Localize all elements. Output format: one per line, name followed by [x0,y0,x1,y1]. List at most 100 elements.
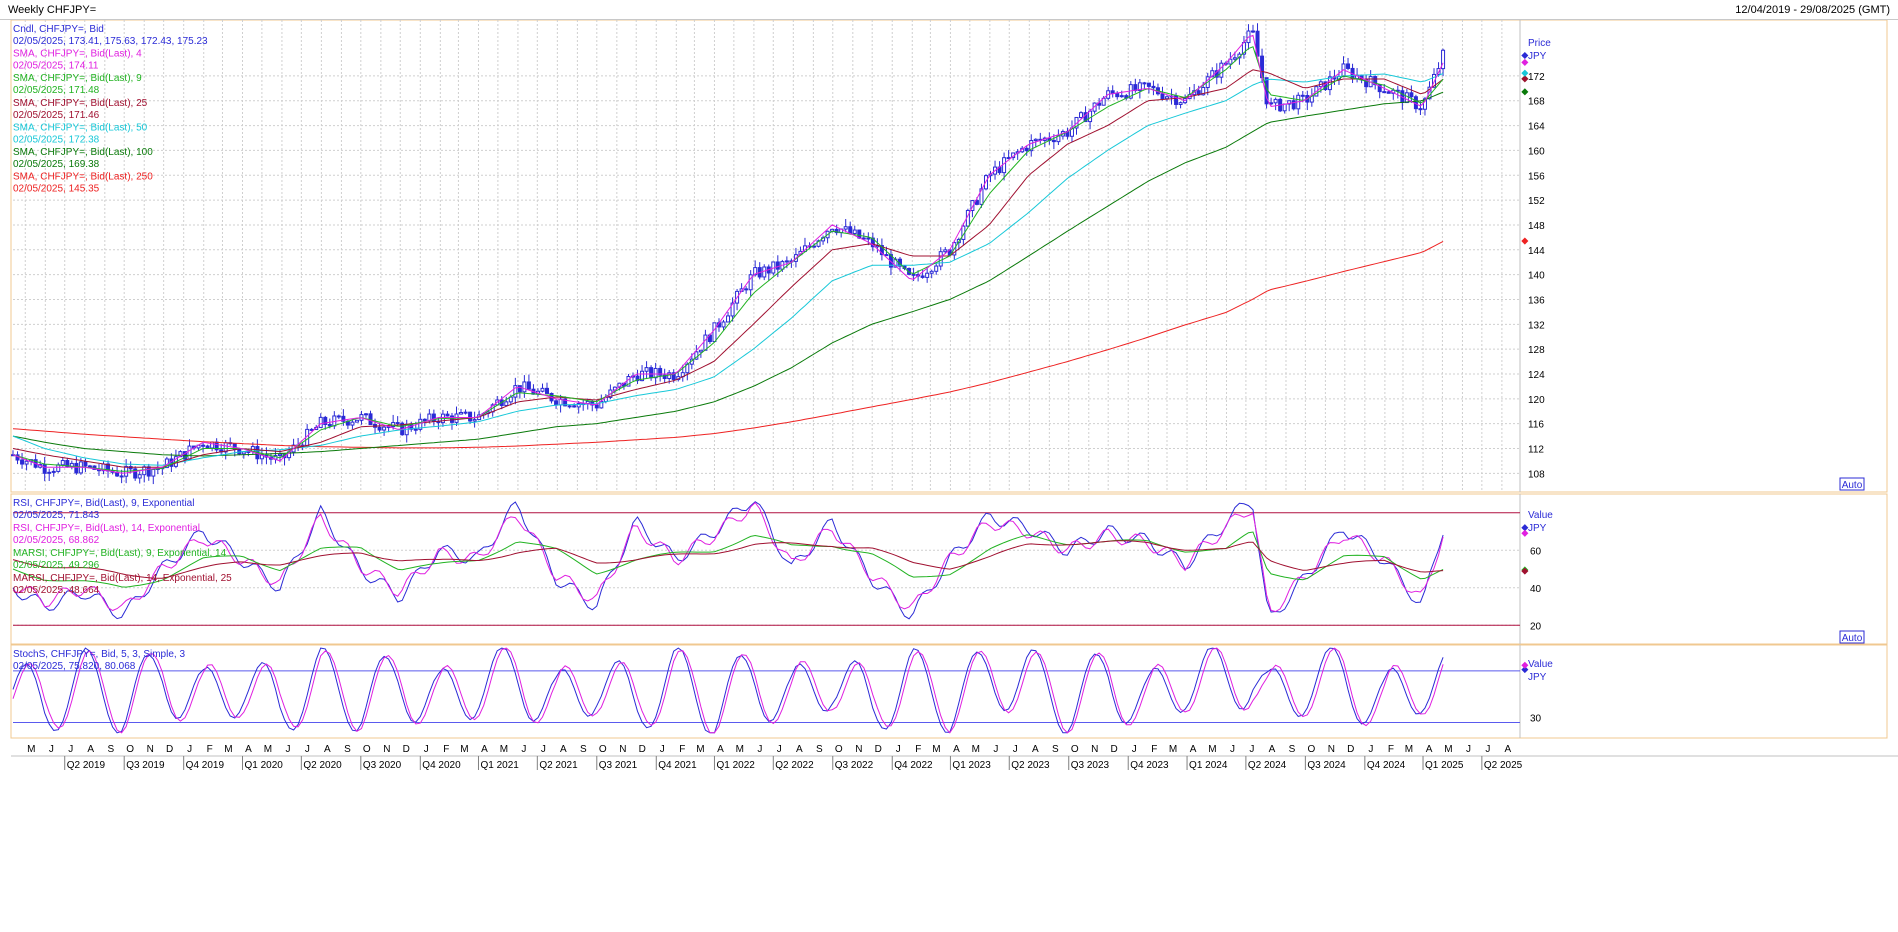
candle-body [472,419,477,422]
month-label: S [580,744,587,755]
rsi-legend-value: 02/05/2025, 49.296 [13,560,100,571]
auto-button-label: Auto [1842,480,1863,491]
month-label: J [1230,744,1235,755]
candle-body [775,261,780,270]
month-label: M [1444,744,1452,755]
quarter-label: Q3 2021 [599,760,638,771]
candle-body [205,445,210,449]
candle-body [698,349,703,353]
month-label: A [560,744,567,755]
window-title: Weekly CHFJPY= [8,4,97,16]
quarter-label: Q1 2022 [716,760,755,771]
price-legend-value: 02/05/2025, 173.41, 175.63, 172.43, 175.… [13,36,208,47]
candle-body [1382,91,1387,94]
candle-body [1282,103,1287,112]
candle-body [974,200,979,205]
rsi-auto-button[interactable] [1839,630,1865,644]
chart-canvas[interactable]: 108 112 116 120 124 128 132 136 140 144 148 152 156 1… [0,20,1898,932]
candle-body [459,412,464,415]
month-label: M [736,744,744,755]
price-tick-label: 120 [1528,395,1545,406]
month-label: D [1111,744,1118,755]
candle-body [1432,73,1437,88]
rsi-panel: 20 40 60 Value JPY Auto RSI, CHFJPY=, Bid(Last… [10,493,1888,645]
month-label: A [87,744,94,755]
sma4-line [12,34,1444,474]
candle-body [1160,93,1165,100]
month-label: D [166,744,173,755]
price-tick-label: 152 [1528,196,1545,207]
stoch-tick-label: 30 [1530,713,1542,724]
price-axis-unit: JPY [1528,51,1547,62]
rsi-series-line [12,540,1444,579]
rsi-legend-name: MARSI, CHFJPY=, Bid(Last), 9, Exponentia… [13,548,227,559]
candle-body [1418,108,1423,111]
candle-body [278,453,283,457]
candle-body [1137,82,1142,92]
rsi-axis-title: Value [1528,510,1553,521]
price-tick-label: 128 [1528,345,1545,356]
candle-body [1404,92,1409,104]
price-tick-label: 172 [1528,72,1545,83]
rsi-tick-label: 40 [1530,584,1542,595]
rsi-auto-button-label: Auto [1842,633,1863,644]
candle-body [1178,102,1183,105]
auto-button[interactable] [1839,477,1865,491]
candle-body [934,265,939,272]
quarter-label: Q4 2020 [422,760,461,771]
rsi-legend-name: RSI, CHFJPY=, Bid(Last), 9, Exponential [13,498,194,509]
month-label: J [896,744,901,755]
month-label: J [424,744,429,755]
date-range: 12/04/2019 - 29/08/2025 (GMT) [1735,4,1890,16]
quarter-label: Q4 2024 [1367,760,1406,771]
quarter-label: Q4 2019 [186,760,225,771]
candle-body [540,387,545,392]
candle-body [51,470,56,473]
month-label: D [403,744,410,755]
month-label: J [68,744,73,755]
stoch-marker [1521,661,1529,669]
month-label: J [1368,744,1373,755]
candle-body [1291,100,1296,110]
price-tick-label: 112 [1528,445,1544,456]
sma100-line [12,91,1444,457]
title-bar: Weekly CHFJPY= 12/04/2019 - 29/08/2025 (… [0,0,1898,20]
month-label: O [126,744,134,755]
month-label: A [1190,744,1197,755]
month-label: M [932,744,940,755]
candle-body [649,367,654,379]
rsi-axis-unit: JPY [1528,523,1547,534]
candle-body [1409,92,1414,98]
candle-body [449,415,454,423]
candle-body [712,322,717,343]
rsi-tick-label: 20 [1530,621,1542,632]
candle-body [1024,147,1029,152]
candle-body [1033,138,1038,142]
month-label: F [207,744,213,755]
candle-body [128,466,133,470]
candle-body [843,226,848,230]
price-legend-value: 02/05/2025, 171.48 [13,85,100,96]
month-label: A [796,744,803,755]
month-label: J [777,744,782,755]
candle-body [1083,112,1088,123]
month-label: O [835,744,843,755]
candle-body [42,464,47,474]
month-label: M [1169,744,1177,755]
quarter-label: Q3 2020 [363,760,402,771]
candle-body [726,315,731,323]
candle-body [640,370,645,382]
stoch-legend-name: StochS, CHFJPY=, Bid, 5, 3, Simple, 3 [13,649,185,660]
candle-body [848,226,853,234]
price-legend-value: 02/05/2025, 172.38 [13,134,100,145]
month-label: F [915,744,921,755]
month-label: N [855,744,862,755]
quarter-label: Q1 2021 [480,760,519,771]
candle-body [567,405,572,408]
month-label: N [1091,744,1098,755]
price-legend-name: Cndl, CHFJPY=, Bid [13,24,104,35]
month-label: J [660,744,665,755]
month-label: J [1249,744,1254,755]
price-legend-value: 02/05/2025, 171.46 [13,110,100,121]
